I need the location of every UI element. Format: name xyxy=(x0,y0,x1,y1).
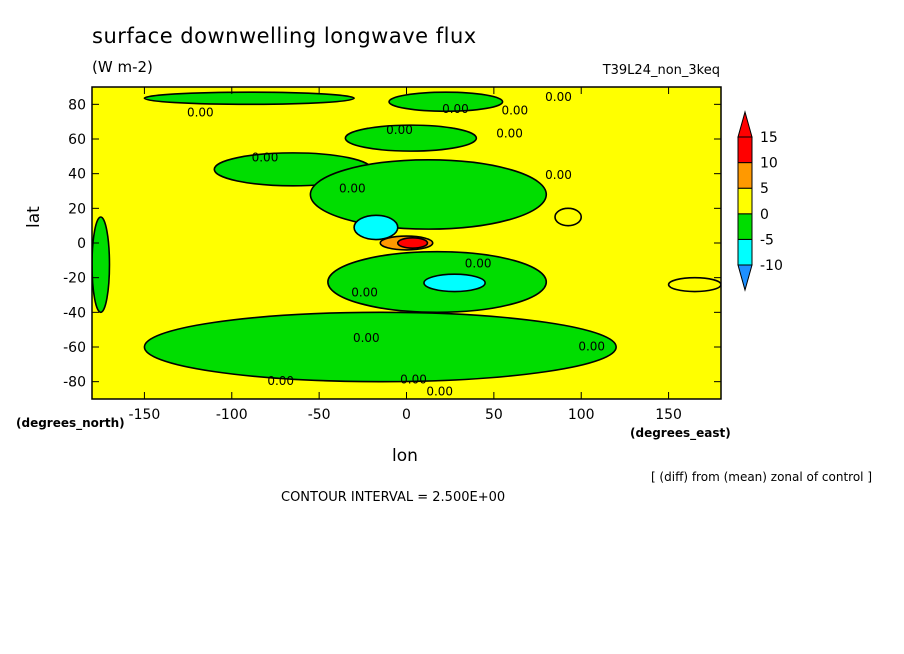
contour-region-8 xyxy=(143,311,617,383)
contour-region-12 xyxy=(554,207,583,227)
colorbar-label-1: -5 xyxy=(760,232,774,248)
contour-region-5 xyxy=(353,214,399,241)
x-tick-label-0: -150 xyxy=(129,407,161,423)
colorbar-box-4 xyxy=(737,136,753,164)
difference-note: [ (diff) from (mean) zonal of control ] xyxy=(650,470,872,484)
contour-label-14: 0.00 xyxy=(400,372,427,386)
colorbar-top-arrow xyxy=(737,110,753,138)
contour-region-4 xyxy=(309,158,548,230)
y-tick-label-5: -20 xyxy=(63,271,86,287)
colorbar-box-2 xyxy=(737,187,753,215)
colorbar-bottom-arrow xyxy=(737,264,753,292)
contour-interval: CONTOUR INTERVAL = 2.500E+00 xyxy=(281,490,506,505)
colorbar-label-3: 5 xyxy=(760,181,769,197)
contour-label-0: 0.00 xyxy=(187,105,214,119)
contour-label-15: 0.00 xyxy=(426,385,453,399)
colorbar-box-0 xyxy=(737,238,753,266)
y-tick-label-6: -40 xyxy=(63,305,86,321)
contour-region-2 xyxy=(344,124,478,152)
y-tick-label-2: 40 xyxy=(68,167,86,183)
y-tick-label-1: 60 xyxy=(68,132,86,148)
y-axis-label: lat xyxy=(24,206,44,228)
x-tick-label-5: 100 xyxy=(568,407,595,423)
x-unit-label: (degrees_east) xyxy=(630,426,731,440)
contour-region-1 xyxy=(388,91,504,113)
contour-label-13: 0.00 xyxy=(267,374,294,388)
contour-region-13 xyxy=(667,276,721,293)
x-tick-label-2: -50 xyxy=(308,407,331,423)
x-tick-label-1: -100 xyxy=(216,407,248,423)
contour-label-7: 0.00 xyxy=(545,168,572,182)
chart-units: (W m-2) xyxy=(92,58,153,76)
contour-label-1: 0.00 xyxy=(442,102,469,116)
contour-label-8: 0.00 xyxy=(339,182,366,196)
colorbar-box-3 xyxy=(737,162,753,189)
x-tick-label-4: 50 xyxy=(485,407,503,423)
contour-region-9 xyxy=(92,216,111,314)
colorbar-label-5: 15 xyxy=(760,130,778,146)
contour-label-12: 0.00 xyxy=(578,339,605,353)
y-tick-label-8: -80 xyxy=(63,375,86,391)
x-axis-label: lon xyxy=(392,446,418,466)
run-name: T39L24_non_3keq xyxy=(602,63,720,78)
contour-label-6: 0.00 xyxy=(252,151,279,165)
contour-label-3: 0.00 xyxy=(545,90,572,104)
contour-region-0 xyxy=(143,91,355,106)
contour-label-2: 0.00 xyxy=(501,104,528,118)
y-tick-label-7: -60 xyxy=(63,340,86,356)
contour-region-7 xyxy=(423,273,486,293)
contour-label-5: 0.00 xyxy=(496,126,523,140)
x-tick-label-6: 150 xyxy=(655,407,682,423)
colorbar-label-2: 0 xyxy=(760,207,769,223)
contour-label-9: 0.00 xyxy=(465,256,492,270)
colorbar-label-0: -10 xyxy=(760,258,783,274)
contour-label-4: 0.00 xyxy=(386,123,413,137)
contour-label-11: 0.00 xyxy=(353,331,380,345)
colorbar-label-4: 10 xyxy=(760,156,778,172)
y-unit-label: (degrees_north) xyxy=(16,416,125,430)
contour-region-11 xyxy=(396,237,429,250)
y-tick-label-0: 80 xyxy=(68,97,86,113)
colorbar-box-1 xyxy=(737,213,753,240)
chart-title: surface downwelling longwave flux xyxy=(92,24,477,48)
x-tick-label-3: 0 xyxy=(402,407,411,423)
contour-label-10: 0.00 xyxy=(351,286,378,300)
y-tick-label-4: 0 xyxy=(77,236,86,252)
y-tick-label-3: 20 xyxy=(68,201,86,217)
